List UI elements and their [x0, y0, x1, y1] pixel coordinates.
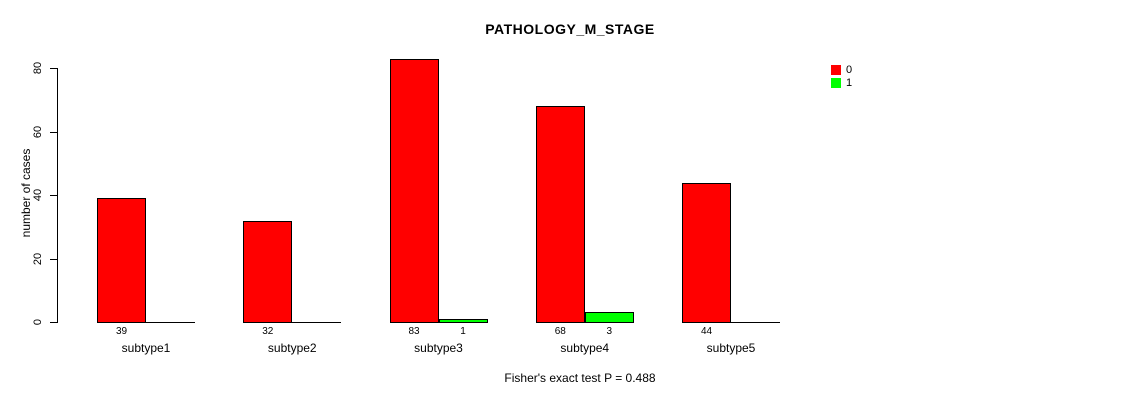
category-label: subtype3	[414, 341, 463, 355]
legend-swatch-1	[831, 78, 841, 88]
bar-1-subtype4	[584, 312, 634, 323]
bar-0-subtype1	[97, 198, 146, 323]
group-baseline	[243, 322, 342, 323]
bar-0-subtype4	[535, 106, 585, 323]
bar-value-label: 1	[460, 326, 466, 337]
y-tick-label: 20	[32, 252, 44, 265]
bar-value-label: 44	[700, 326, 713, 337]
y-tick-label: 0	[32, 318, 44, 326]
legend-label-1: 1	[846, 77, 853, 89]
bar-0-subtype3	[389, 59, 439, 323]
bar-1-subtype3	[438, 319, 488, 323]
category-label: subtype1	[121, 341, 171, 355]
category-label: subtype2	[267, 341, 317, 355]
y-tick-label: 40	[32, 189, 44, 202]
y-tick	[50, 322, 57, 323]
bar-value-label: 32	[262, 326, 274, 337]
y-tick-label: 60	[32, 125, 44, 138]
fisher-test-annotation: Fisher's exact test P = 0.488	[504, 371, 656, 385]
bar-value-label: 83	[408, 326, 420, 337]
y-tick	[50, 195, 57, 197]
y-tick-label: 80	[32, 62, 44, 75]
legend-swatch-0	[831, 65, 841, 75]
category-label: subtype4	[560, 341, 610, 355]
legend-label-0: 0	[846, 64, 853, 76]
bar-value-label: 3	[606, 326, 613, 337]
y-tick	[50, 131, 57, 133]
legend-row-1: 1	[831, 77, 852, 89]
legend-row-0: 0	[831, 64, 852, 76]
group-baseline	[97, 322, 195, 323]
chart-title: PATHOLOGY_M_STAGE	[485, 21, 655, 37]
group-baseline	[682, 322, 780, 323]
bar-0-subtype5	[682, 183, 731, 323]
bar-value-label: 39	[115, 326, 128, 337]
y-axis-line	[57, 68, 58, 323]
bar-value-label: 68	[554, 326, 566, 337]
y-tick	[50, 258, 57, 260]
bar-0-subtype2	[243, 221, 293, 323]
y-tick	[50, 68, 57, 70]
category-label: subtype5	[706, 341, 756, 355]
